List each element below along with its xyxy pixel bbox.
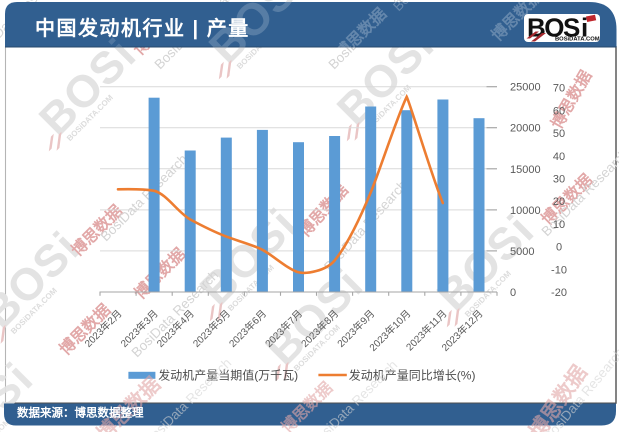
svg-text:5000: 5000 <box>510 246 534 258</box>
svg-text:40: 40 <box>553 151 565 163</box>
svg-text:BOSiDATA.COM: BOSiDATA.COM <box>555 37 600 43</box>
svg-text:-20: -20 <box>551 287 567 299</box>
svg-text:60: 60 <box>553 105 565 117</box>
svg-text:0: 0 <box>510 287 516 299</box>
svg-text:BOS: BOS <box>527 13 580 43</box>
svg-text:10: 10 <box>553 219 565 231</box>
svg-text:发动机产量当期值(万千瓦): 发动机产量当期值(万千瓦) <box>158 368 298 383</box>
svg-text:中国发动机行业 | 产量: 中国发动机行业 | 产量 <box>35 16 250 40</box>
svg-text:15000: 15000 <box>510 164 541 176</box>
svg-text:25000: 25000 <box>510 82 541 94</box>
svg-text:10000: 10000 <box>510 205 541 217</box>
svg-text:0: 0 <box>556 242 562 254</box>
svg-text:-10: -10 <box>551 264 567 276</box>
svg-text:50: 50 <box>553 128 565 140</box>
svg-text:20000: 20000 <box>510 123 541 135</box>
svg-text:数据来源：博思数据整理: 数据来源：博思数据整理 <box>17 406 144 420</box>
svg-text:20: 20 <box>553 196 565 208</box>
svg-text:70: 70 <box>553 83 565 95</box>
svg-text:i: i <box>581 13 588 43</box>
svg-text:30: 30 <box>553 174 565 186</box>
